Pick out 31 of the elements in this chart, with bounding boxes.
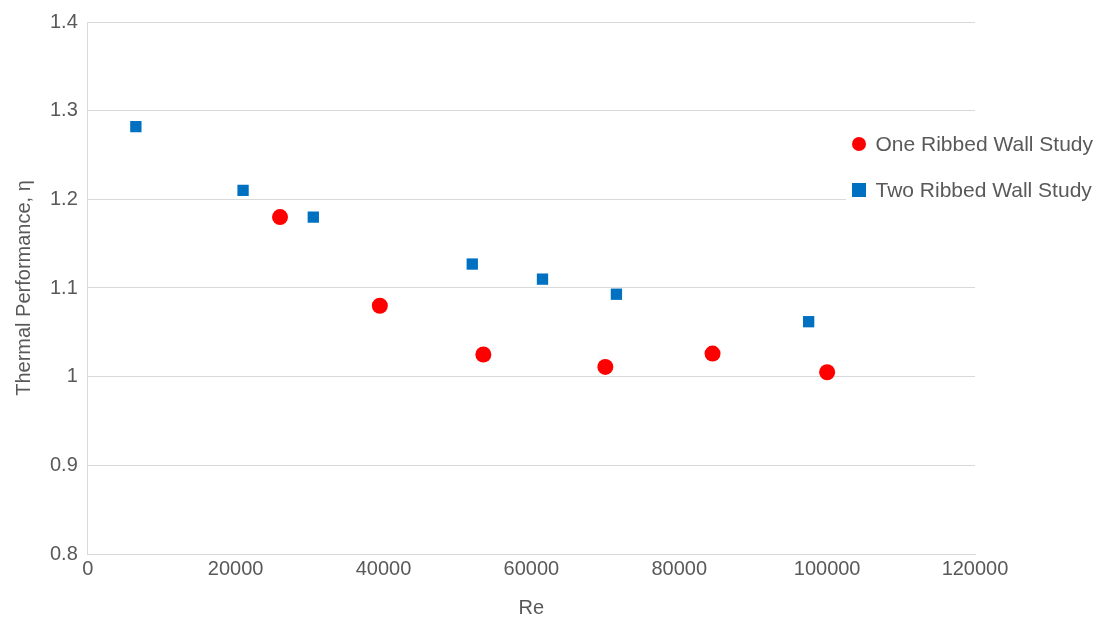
point — [597, 358, 614, 375]
y-tick-label: 0.9 — [49, 452, 78, 475]
x-tick-label: 20000 — [207, 556, 264, 579]
x-tick-label: 100000 — [793, 556, 861, 579]
x-tick-label: 40000 — [355, 556, 412, 579]
point — [272, 209, 289, 226]
point — [130, 120, 142, 133]
point — [237, 184, 249, 197]
point — [475, 346, 492, 363]
point — [704, 345, 721, 362]
y-tick-label: 0.8 — [49, 541, 78, 564]
y-tick-label: 1.4 — [49, 9, 78, 32]
point — [307, 211, 319, 223]
y-tick-label: 1.2 — [49, 186, 78, 209]
x-tick-label: 80000 — [651, 556, 708, 579]
x-tick-label: 120000 — [941, 556, 1009, 579]
point — [536, 273, 549, 285]
legend-label: Two Ribbed Wall Study — [875, 178, 1092, 203]
point — [802, 316, 815, 328]
point — [371, 297, 388, 314]
point — [610, 288, 623, 300]
legend-label: One Ribbed Wall Study — [875, 132, 1093, 157]
y-tick-label: 1.3 — [49, 98, 78, 121]
y-tick-label: 1.1 — [49, 275, 78, 298]
x-tick-label: 60000 — [503, 556, 560, 579]
x-axis-title: Re — [518, 595, 545, 618]
point — [466, 258, 478, 270]
point — [819, 364, 836, 381]
y-tick-label: 1 — [66, 364, 78, 387]
y-axis-title: Thermal Performance, η — [11, 180, 34, 396]
x-tick-label: 0 — [82, 556, 94, 579]
